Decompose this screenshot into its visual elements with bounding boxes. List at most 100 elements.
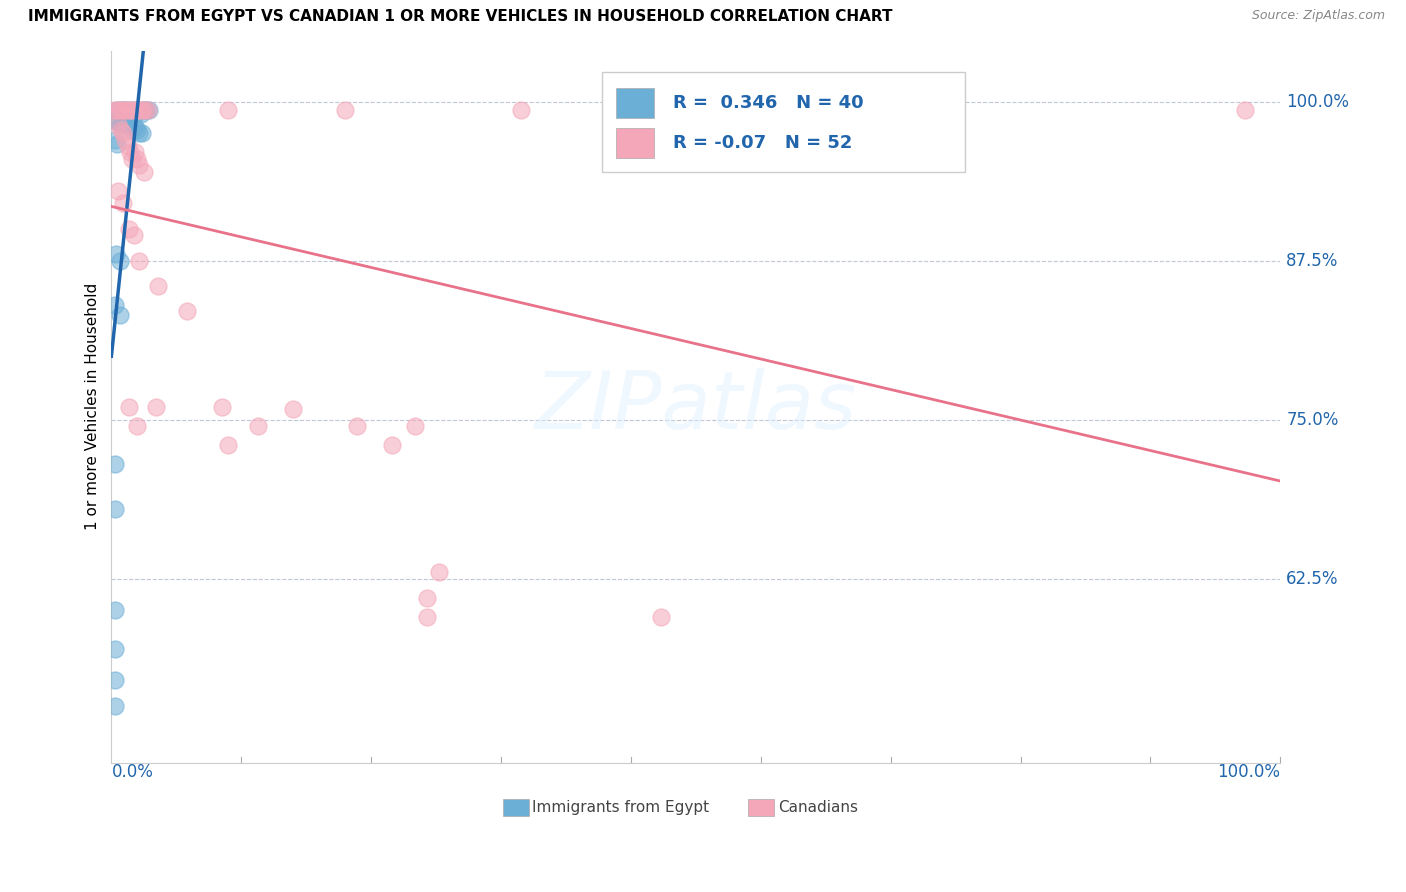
- Point: [112, 103, 135, 118]
- Point: [124, 120, 146, 134]
- Point: [129, 103, 152, 118]
- Point: [104, 133, 127, 147]
- Point: [1234, 103, 1257, 118]
- Text: 100.0%: 100.0%: [1286, 93, 1350, 111]
- Point: [122, 228, 145, 243]
- Point: [381, 438, 404, 452]
- Point: [104, 698, 127, 713]
- Point: [118, 107, 141, 121]
- Text: R = -0.07   N = 52: R = -0.07 N = 52: [672, 134, 852, 152]
- Point: [127, 419, 149, 434]
- Point: [107, 118, 129, 132]
- Point: [104, 113, 127, 128]
- FancyBboxPatch shape: [616, 128, 654, 158]
- Point: [121, 122, 143, 136]
- Point: [120, 103, 142, 118]
- Y-axis label: 1 or more Vehicles in Household: 1 or more Vehicles in Household: [86, 284, 100, 531]
- Point: [416, 609, 439, 624]
- Point: [104, 298, 127, 312]
- Point: [117, 139, 139, 153]
- Point: [509, 103, 531, 118]
- Point: [104, 673, 127, 688]
- Point: [416, 591, 439, 605]
- Point: [685, 103, 707, 118]
- Point: [132, 103, 155, 118]
- Point: [107, 184, 129, 198]
- Point: [427, 566, 450, 580]
- Point: [104, 103, 127, 118]
- Point: [134, 103, 156, 118]
- Point: [127, 103, 149, 118]
- Point: [118, 221, 141, 235]
- Point: [131, 103, 153, 118]
- Point: [104, 501, 127, 516]
- Point: [110, 122, 132, 136]
- Point: [105, 247, 128, 261]
- Point: [110, 118, 132, 132]
- Point: [112, 118, 135, 132]
- Point: [117, 103, 139, 118]
- Point: [125, 107, 148, 121]
- Point: [128, 158, 150, 172]
- Point: [122, 103, 145, 118]
- Point: [217, 103, 239, 118]
- Point: [124, 145, 146, 160]
- Point: [112, 103, 135, 118]
- Point: [127, 103, 149, 118]
- Point: [129, 107, 152, 121]
- Text: R =  0.346   N = 40: R = 0.346 N = 40: [672, 94, 863, 112]
- FancyBboxPatch shape: [748, 798, 775, 816]
- Point: [650, 609, 672, 624]
- Text: Immigrants from Egypt: Immigrants from Egypt: [533, 800, 710, 814]
- Text: 87.5%: 87.5%: [1286, 252, 1339, 269]
- Point: [128, 253, 150, 268]
- Point: [121, 152, 143, 166]
- Point: [134, 164, 156, 178]
- Point: [120, 145, 142, 160]
- Point: [346, 419, 368, 434]
- Text: 0.0%: 0.0%: [111, 763, 153, 781]
- Text: Source: ZipAtlas.com: Source: ZipAtlas.com: [1251, 9, 1385, 22]
- Point: [108, 253, 131, 268]
- Point: [104, 603, 127, 617]
- Text: IMMIGRANTS FROM EGYPT VS CANADIAN 1 OR MORE VEHICLES IN HOUSEHOLD CORRELATION CH: IMMIGRANTS FROM EGYPT VS CANADIAN 1 OR M…: [28, 9, 893, 24]
- Point: [135, 103, 157, 118]
- Point: [120, 107, 142, 121]
- Point: [114, 103, 136, 118]
- Point: [127, 152, 149, 166]
- Point: [111, 103, 134, 118]
- Point: [124, 103, 146, 118]
- Point: [281, 402, 304, 417]
- Point: [125, 103, 148, 118]
- Text: 75.0%: 75.0%: [1286, 410, 1339, 428]
- Point: [104, 641, 127, 656]
- Point: [108, 308, 131, 322]
- Point: [128, 127, 150, 141]
- FancyBboxPatch shape: [503, 798, 529, 816]
- Text: ZIPatlas: ZIPatlas: [534, 368, 856, 446]
- Point: [118, 103, 141, 118]
- Point: [110, 103, 132, 118]
- Point: [217, 438, 239, 452]
- Point: [105, 136, 128, 151]
- Point: [120, 120, 142, 134]
- Point: [114, 133, 136, 147]
- Point: [131, 127, 153, 141]
- Point: [335, 103, 357, 118]
- Point: [246, 419, 269, 434]
- Point: [146, 279, 169, 293]
- Point: [136, 103, 159, 118]
- Point: [145, 400, 167, 414]
- Point: [107, 113, 129, 128]
- Point: [114, 113, 136, 128]
- Point: [118, 400, 141, 414]
- FancyBboxPatch shape: [616, 88, 654, 119]
- Point: [127, 122, 149, 136]
- Point: [105, 103, 128, 118]
- Point: [117, 118, 139, 132]
- Point: [134, 103, 156, 118]
- Point: [176, 304, 198, 318]
- Point: [138, 103, 160, 118]
- Point: [404, 419, 426, 434]
- Point: [104, 457, 127, 471]
